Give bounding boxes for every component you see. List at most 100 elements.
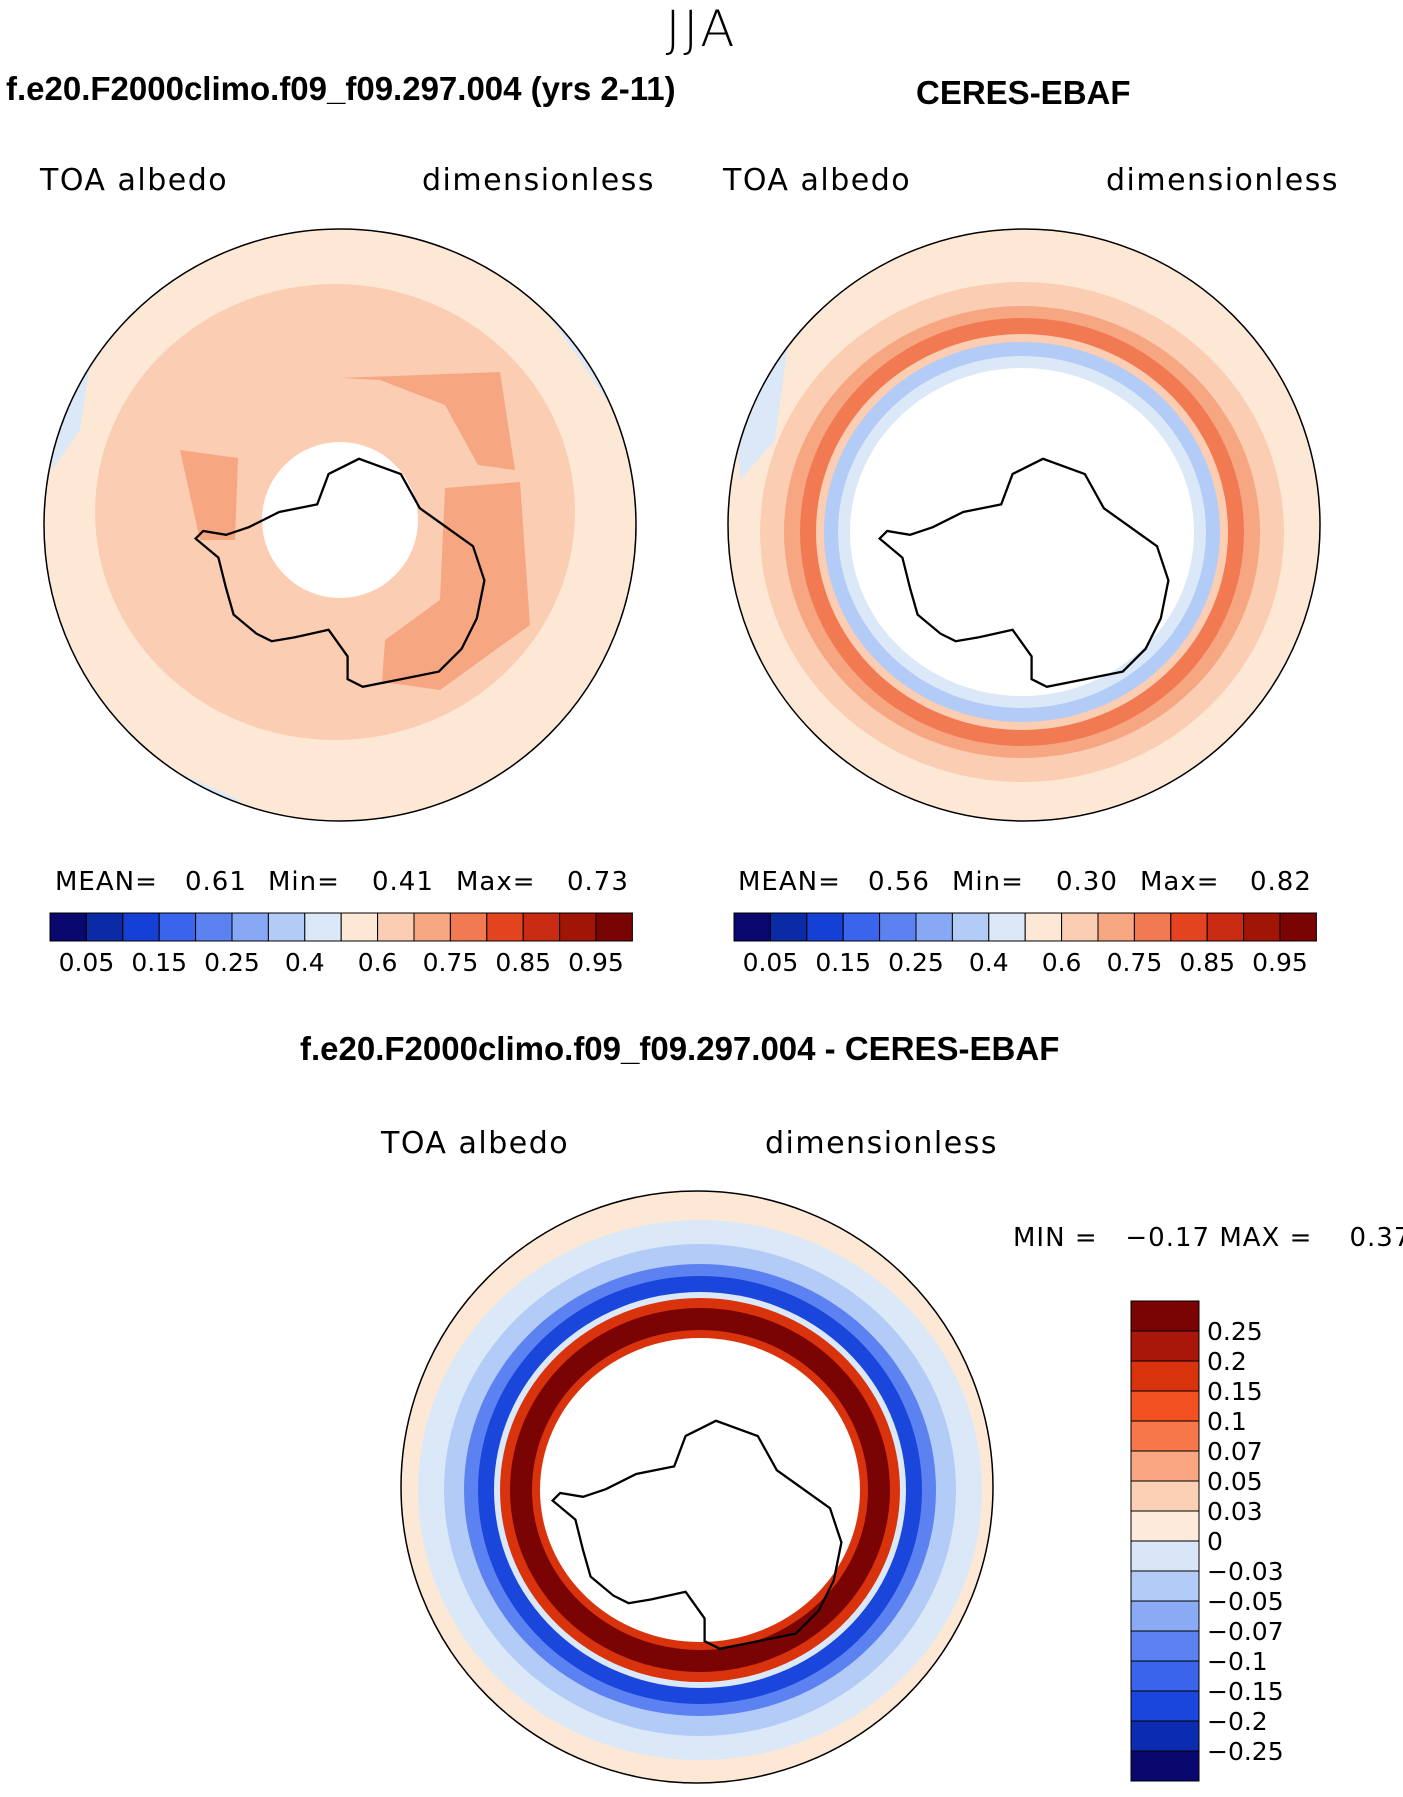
panel-1-colorbar-swatch — [340, 912, 379, 942]
panel-1-colorbar-swatch — [85, 912, 124, 942]
panel-1-colorbar-swatch — [449, 912, 488, 942]
panel-3-colorbar-swatch — [1130, 1600, 1200, 1632]
panel-1-max-value: 0.73 — [567, 867, 629, 897]
panel-3-colorbar-swatch — [1130, 1750, 1200, 1782]
panel-3-colorbar-tick-label: 0.05 — [1207, 1467, 1263, 1496]
panel-3-colorbar-tick-label: −0.05 — [1207, 1587, 1284, 1616]
panel-2-colorbar-swatch — [806, 912, 844, 942]
panel-3-colorbar-swatch — [1130, 1570, 1200, 1602]
panel-2-min-label: Min= — [952, 867, 1024, 897]
panel-3-colorbar-tick-label: 0.1 — [1207, 1407, 1247, 1436]
panel-1-colorbar-swatch — [522, 912, 561, 942]
panel-2-colorbar-tick-label: 0.4 — [969, 948, 1009, 977]
panel-2-colorbar-swatch — [1279, 912, 1317, 942]
panel-2-min-value: 0.30 — [1056, 867, 1118, 897]
panel-1-map — [44, 229, 636, 821]
panel-3-colorbar-tick-label: −0.15 — [1207, 1677, 1284, 1706]
panel-2-max-value: 0.82 — [1250, 867, 1312, 897]
panel-2-colorbar-swatch — [988, 912, 1026, 942]
panel-1-colorbar-swatch — [377, 912, 415, 942]
panel-2-mean-label: MEAN= — [738, 867, 841, 897]
figure-title: JJA — [665, 0, 738, 58]
panel-3-colorbar-swatch — [1130, 1540, 1200, 1572]
panel-1-units-label: dimensionless — [422, 163, 655, 198]
panel-2-variable-label: TOA albedo — [723, 163, 912, 198]
panel-3-colorbar-swatch — [1130, 1660, 1200, 1692]
panel-3-colorbar-tick-label: 0.07 — [1207, 1437, 1263, 1466]
panel-1-colorbar-swatch — [122, 912, 160, 942]
panel-3-colorbar-swatch — [1130, 1480, 1200, 1512]
panel-2-colorbar-swatch — [1097, 912, 1135, 942]
panel-2-colorbar-swatch — [1061, 912, 1099, 942]
panel-2-colorbar-tick-label: 0.05 — [743, 948, 799, 977]
panel-1-colorbar-swatch — [158, 912, 197, 942]
panel-1-colorbar-tick-label: 0.4 — [285, 948, 325, 977]
panel-1-colorbar-tick-label: 0.6 — [358, 948, 398, 977]
panel-2-colorbar-tick-label: 0.85 — [1179, 948, 1235, 977]
panel-1-colorbar-tick-label: 0.15 — [131, 948, 187, 977]
panel-3-colorbar-tick-label: 0 — [1207, 1527, 1223, 1556]
panel-3-colorbar-tick-label: −0.1 — [1207, 1647, 1268, 1676]
panel-1-colorbar-tick-label: 0.25 — [204, 948, 260, 977]
panel-2-colorbar-tick-label: 0.15 — [815, 948, 871, 977]
panel-3-colorbar-swatch — [1130, 1450, 1200, 1482]
panel-1-variable-label: TOA albedo — [40, 163, 229, 198]
panel-2-colorbar-tick-label: 0.95 — [1252, 948, 1308, 977]
panel-2-colorbar-swatch — [1133, 912, 1172, 942]
panel-1-min-value: 0.41 — [372, 867, 434, 897]
panel-2-colorbar-swatch — [1170, 912, 1208, 942]
panel-2-colorbar-swatch — [1243, 912, 1281, 942]
panel-3-min-max-text: MIN = −0.17 MAX = 0.37 — [1013, 1223, 1403, 1253]
panel-3-colorbar-tick-label: −0.2 — [1207, 1707, 1268, 1736]
panel-3-title: f.e20.F2000climo.f09_f09.297.004 - CERES… — [300, 1030, 1060, 1067]
panel-2-colorbar-tick-label: 0.75 — [1107, 948, 1163, 977]
panel-3-colorbar-tick-label: 0.15 — [1207, 1377, 1263, 1406]
panel-3-colorbar-swatch — [1130, 1420, 1200, 1452]
panel-1-colorbar-swatch — [304, 912, 342, 942]
panel-1-min-label: Min= — [268, 867, 340, 897]
panel-3-colorbar-swatch — [1130, 1330, 1200, 1362]
panel-1-colorbar-swatch — [267, 912, 306, 942]
panel-1-colorbar-swatch — [595, 912, 633, 942]
panel-2-colorbar-swatch — [769, 912, 808, 942]
panel-2-max-label: Max= — [1140, 867, 1220, 897]
panel-1-colorbar-swatch — [559, 912, 597, 942]
panel-3-colorbar-swatch — [1130, 1720, 1200, 1752]
panel-1-colorbar-swatch — [413, 912, 451, 942]
panel-3-colorbar-swatch — [1130, 1510, 1200, 1542]
panel-1-colorbar-tick-label: 0.95 — [568, 948, 624, 977]
panel-3-colorbar-swatch — [1130, 1300, 1200, 1332]
panel-2-colorbar-swatch — [951, 912, 990, 942]
panel-1-mean-value: 0.61 — [185, 867, 247, 897]
panel-1-mean-label: MEAN= — [55, 867, 158, 897]
panel-3-colorbar-swatch — [1130, 1360, 1200, 1392]
panel-3-colorbar-tick-label: 0.03 — [1207, 1497, 1263, 1526]
panel-3-units-label: dimensionless — [765, 1126, 998, 1161]
panel-3-colorbar-tick-label: −0.25 — [1207, 1737, 1284, 1766]
panel-2-units-label: dimensionless — [1106, 163, 1339, 198]
panel-3-colorbar-swatch — [1130, 1690, 1200, 1722]
panel-3-colorbar-tick-label: −0.03 — [1207, 1557, 1284, 1586]
panel-2-mean-value: 0.56 — [868, 867, 930, 897]
panel-3-colorbar-tick-label: 0.2 — [1207, 1347, 1247, 1376]
panel-3-colorbar-tick-label: −0.07 — [1207, 1617, 1284, 1646]
panel-1-colorbar-swatch — [195, 912, 233, 942]
panel-1-max-label: Max= — [456, 867, 536, 897]
panel-2-colorbar-swatch — [879, 912, 917, 942]
panel-1-colorbar-tick-label: 0.75 — [423, 948, 479, 977]
panel-1-colorbar-tick-label: 0.85 — [495, 948, 551, 977]
panel-2-colorbar-swatch — [842, 912, 881, 942]
panel-3-variable-label: TOA albedo — [381, 1126, 570, 1161]
panel-2-map — [728, 229, 1320, 821]
panel-2-colorbar-swatch — [733, 912, 771, 942]
panel-3-colorbar-tick-label: 0.25 — [1207, 1317, 1263, 1346]
panel-2-colorbar-tick-label: 0.25 — [888, 948, 944, 977]
panel-1-title: f.e20.F2000climo.f09_f09.297.004 (yrs 2-… — [6, 70, 676, 107]
panel-1-colorbar-swatch — [49, 912, 87, 942]
panel-1-colorbar-swatch — [231, 912, 269, 942]
panel-2-colorbar-swatch — [1206, 912, 1245, 942]
panel-1-colorbar-tick-label: 0.05 — [59, 948, 115, 977]
panel-1-colorbar-swatch — [486, 912, 524, 942]
panel-3-map — [401, 1191, 993, 1783]
